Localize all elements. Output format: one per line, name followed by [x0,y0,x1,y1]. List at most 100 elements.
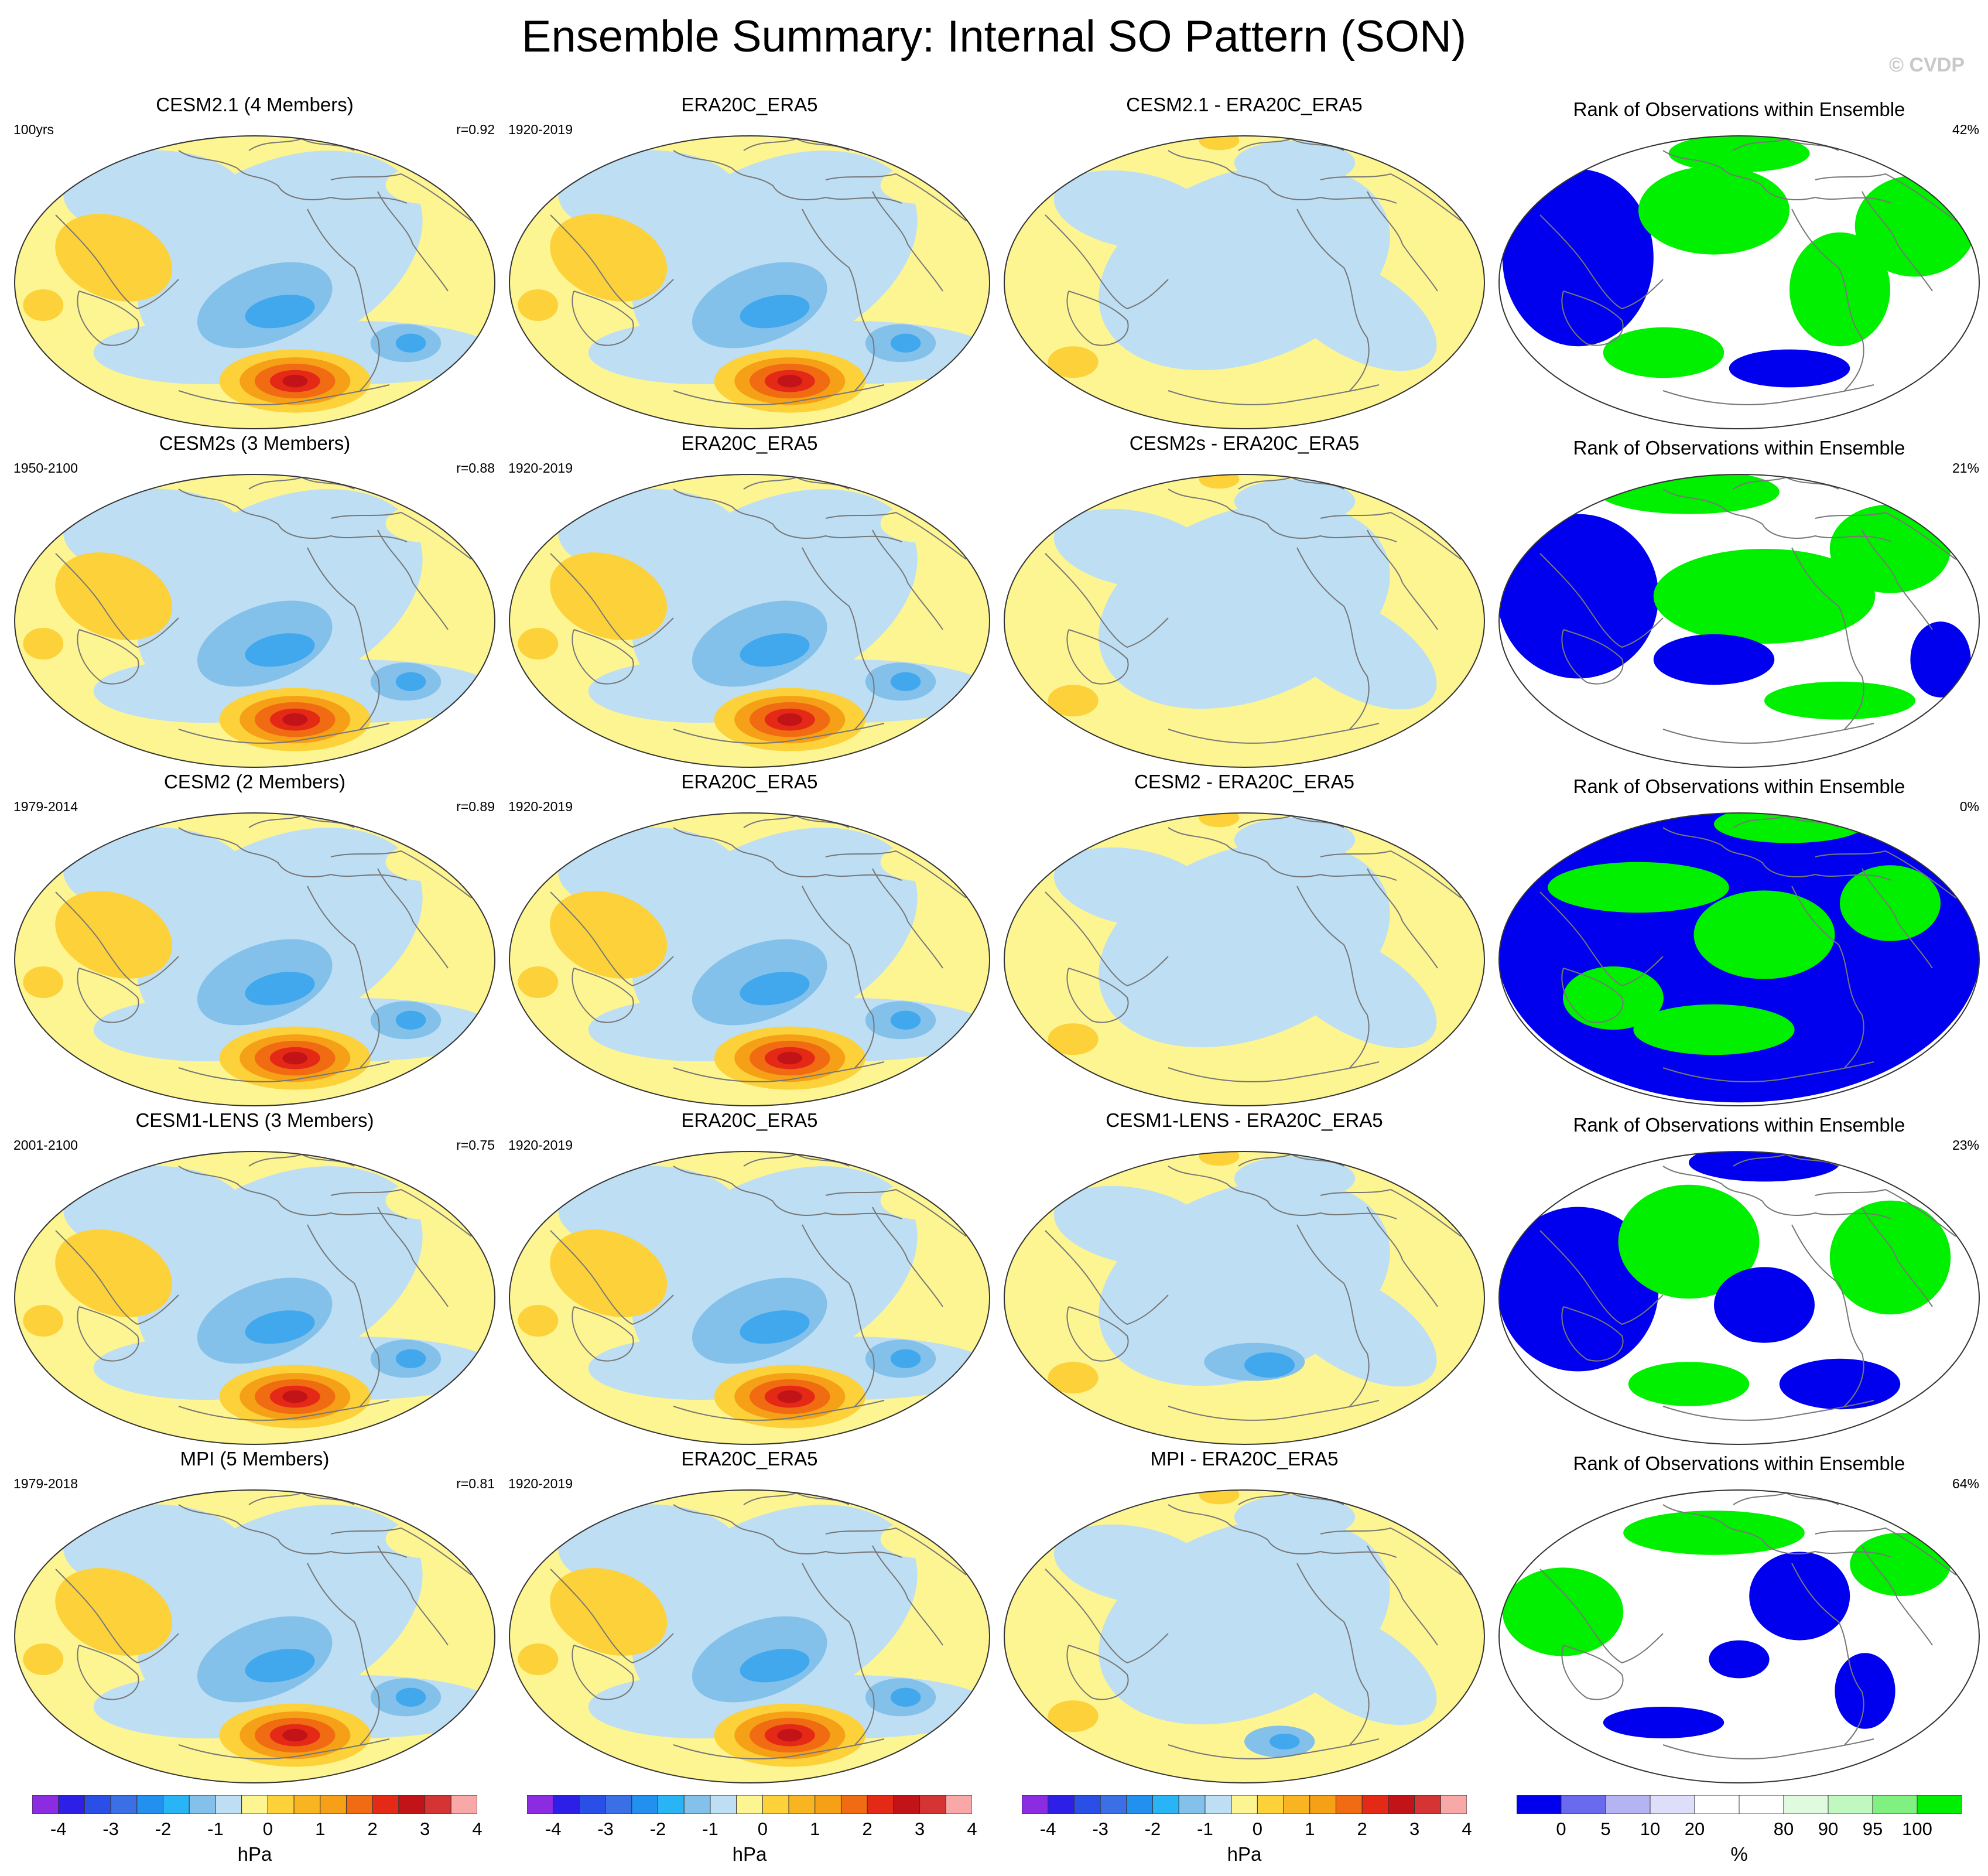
panel-title: Rank of Observations within Ensemble [1573,1453,1905,1474]
period-label: 1920-2019 [508,799,573,814]
difference-map [1004,1151,1485,1445]
period-label: 1920-2019 [508,460,573,476]
colorbar-swatches [1021,1795,1467,1815]
period-label: 1979-2014 [13,799,78,814]
colorbar-tick-label: 80 [1773,1819,1794,1839]
period-label: 100yrs [13,122,54,137]
colorbar-tick-label: 0 [757,1819,768,1839]
colorbar-tick-label: 2 [1357,1819,1367,1839]
colorbar-tick-label: 95 [1862,1819,1883,1839]
colorbar-tick-label: 90 [1818,1819,1839,1839]
colorbar-tick-label: -3 [597,1819,614,1839]
difference-map [1004,135,1485,429]
panel-title: MPI - ERA20C_ERA5 [1150,1448,1339,1470]
panel-title: ERA20C_ERA5 [681,94,818,115]
colorbar-tick-label: 4 [967,1819,977,1839]
rank-map [1498,1151,1980,1445]
colorbar-tick-label: 3 [1409,1819,1420,1839]
colorbar-tick-label: 0 [262,1819,273,1839]
rank-map [1498,1489,1980,1783]
colorbar-tick-label: 4 [472,1819,483,1839]
colorbar-unit: % [1730,1843,1748,1865]
slp-pattern-map [509,135,990,429]
colorbar-tick-label: 3 [419,1819,430,1839]
colorbar-unit: hPa [1227,1843,1262,1865]
panel-title: Rank of Observations within Ensemble [1573,775,1905,797]
rank-percent: 23% [1952,1137,1979,1153]
colorbar-tick-label: -2 [155,1819,172,1839]
period-label: 1979-2018 [13,1476,78,1491]
colorbar-tick-label: 10 [1640,1819,1661,1839]
colorbar-tick-label: 5 [1600,1819,1611,1839]
hpa-colorbar: -4 -3 -2 -1 0 1 2 3 4 hPa [32,1795,483,1871]
colorbar-tick-label: 1 [1305,1819,1315,1839]
panel-title: ERA20C_ERA5 [681,1109,818,1131]
panel-title: CESM2s - ERA20C_ERA5 [1129,432,1360,454]
pattern-correlation: r=0.75 [456,1137,495,1153]
hpa-colorbar: -4 -3 -2 -1 0 1 2 3 4 hPa [1021,1795,1472,1871]
panel-title: MPI (5 Members) [180,1448,330,1470]
difference-map [1004,1489,1485,1783]
colorbar-tick-label: 20 [1684,1819,1705,1839]
rank-percent: 64% [1952,1476,1979,1491]
rank-percent: 42% [1952,122,1979,137]
colorbar-tick-label: -3 [1092,1819,1108,1839]
colorbar-tick-label: -1 [702,1819,718,1839]
slp-pattern-map [14,474,495,768]
period-label: 1950-2100 [13,460,78,476]
colorbar-tick-label: 100 [1902,1819,1932,1839]
colorbar-tick-label: -2 [649,1819,666,1839]
period-label: 1920-2019 [508,1476,573,1491]
panel-title: CESM2s (3 Members) [159,432,351,454]
panel-title: ERA20C_ERA5 [681,432,818,454]
hpa-colorbar: -4 -3 -2 -1 0 1 2 3 4 hPa [526,1795,977,1871]
panel-title: ERA20C_ERA5 [681,771,818,792]
colorbar-tick-label: 2 [862,1819,872,1839]
rank-map [1498,812,1980,1106]
colorbar-tick-label: 1 [315,1819,326,1839]
pattern-correlation: r=0.89 [456,799,495,814]
colorbar-tick-label: 3 [914,1819,925,1839]
colorbar-tick-label: -4 [545,1819,562,1839]
colorbar-tick-label: 2 [367,1819,378,1839]
colorbar-tick-label: -1 [1197,1819,1213,1839]
panel-title: Rank of Observations within Ensemble [1573,437,1905,459]
difference-map [1004,474,1485,768]
pattern-correlation: r=0.81 [456,1476,495,1491]
slp-pattern-map [14,1151,495,1445]
panel-title: Rank of Observations within Ensemble [1573,98,1905,120]
figure-title: Ensemble Summary: Internal SO Pattern (S… [521,12,1467,61]
colorbar-tick-label: -4 [1039,1819,1056,1839]
rank-percent: 0% [1959,799,1979,814]
panel-title: CESM2.1 (4 Members) [156,94,354,115]
panel-title: CESM1-LENS - ERA20C_ERA5 [1106,1109,1383,1131]
colorbar-tick-label: -2 [1144,1819,1161,1839]
period-label: 1920-2019 [508,1137,573,1153]
colorbar-tick-label: -3 [102,1819,119,1839]
rank-percent: 21% [1952,460,1979,476]
cvdp-credit: © CVDP [1889,54,1965,76]
colorbar-tick-label: 0 [1252,1819,1262,1839]
rank-map [1498,135,1980,429]
colorbar-unit: hPa [732,1843,767,1865]
panel-title: CESM1-LENS (3 Members) [135,1109,374,1131]
slp-pattern-map [509,1151,990,1445]
difference-map [1004,812,1485,1106]
period-label: 1920-2019 [508,122,573,137]
rank-map [1498,474,1980,768]
slp-pattern-map [14,812,495,1106]
colorbar-swatches [526,1795,973,1815]
colorbar-tick-label: 1 [810,1819,820,1839]
slp-pattern-map [509,1489,990,1783]
panel-title: ERA20C_ERA5 [681,1448,818,1470]
colorbar-unit: hPa [237,1843,272,1865]
colorbar-tick-label: -4 [50,1819,67,1839]
panel-title: Rank of Observations within Ensemble [1573,1114,1905,1136]
panel-title: CESM2 - ERA20C_ERA5 [1134,771,1354,792]
period-label: 2001-2100 [13,1137,78,1153]
colorbar-tick-label: 0 [1556,1819,1566,1839]
panel-title: CESM2 (2 Members) [164,771,345,792]
slp-pattern-map [14,1489,495,1783]
rank-colorbar: 0 5 10 20 80 90 95 100% [1516,1795,1962,1871]
slp-pattern-map [509,812,990,1106]
